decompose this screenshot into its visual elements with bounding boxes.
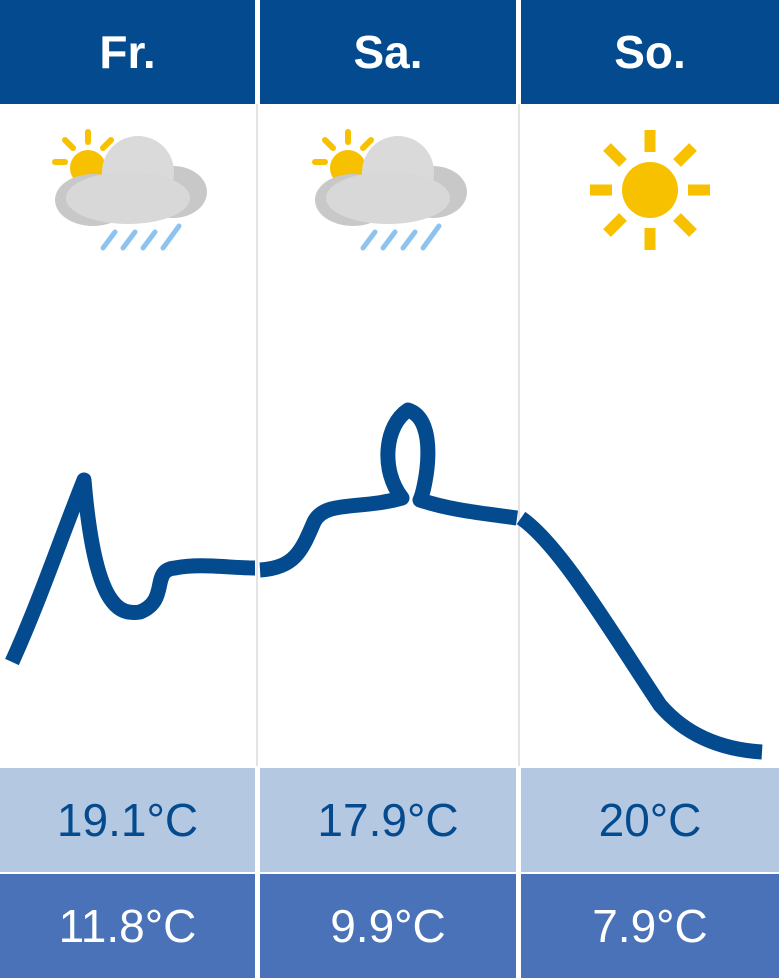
max-temperature: 20°C: [521, 768, 779, 872]
min-temperature: 7.9°C: [521, 874, 779, 978]
day-header: Fr.: [0, 0, 255, 104]
day-column-friday: Fr.: [0, 0, 255, 978]
max-temperature: 19.1°C: [0, 768, 255, 872]
temperature-curve-sunday: [516, 511, 763, 760]
column-divider: [256, 104, 258, 766]
temperature-curve-friday: [5, 472, 256, 666]
max-temperature: 17.9°C: [260, 768, 516, 872]
min-temperature: 9.9°C: [260, 874, 516, 978]
day-column-saturday: Sa.: [260, 0, 516, 978]
sun-icon: [521, 120, 779, 270]
day-header: Sa.: [260, 0, 516, 104]
day-header: So.: [521, 0, 779, 104]
temperature-curve-saturday: [259, 402, 519, 578]
column-divider: [518, 104, 520, 766]
day-column-sunday: So. 20°C 7.9°C: [521, 0, 779, 978]
partly-cloudy-rain-icon: [0, 120, 255, 270]
partly-cloudy-rain-icon: [260, 120, 516, 270]
min-temperature: 11.8°C: [0, 874, 255, 978]
